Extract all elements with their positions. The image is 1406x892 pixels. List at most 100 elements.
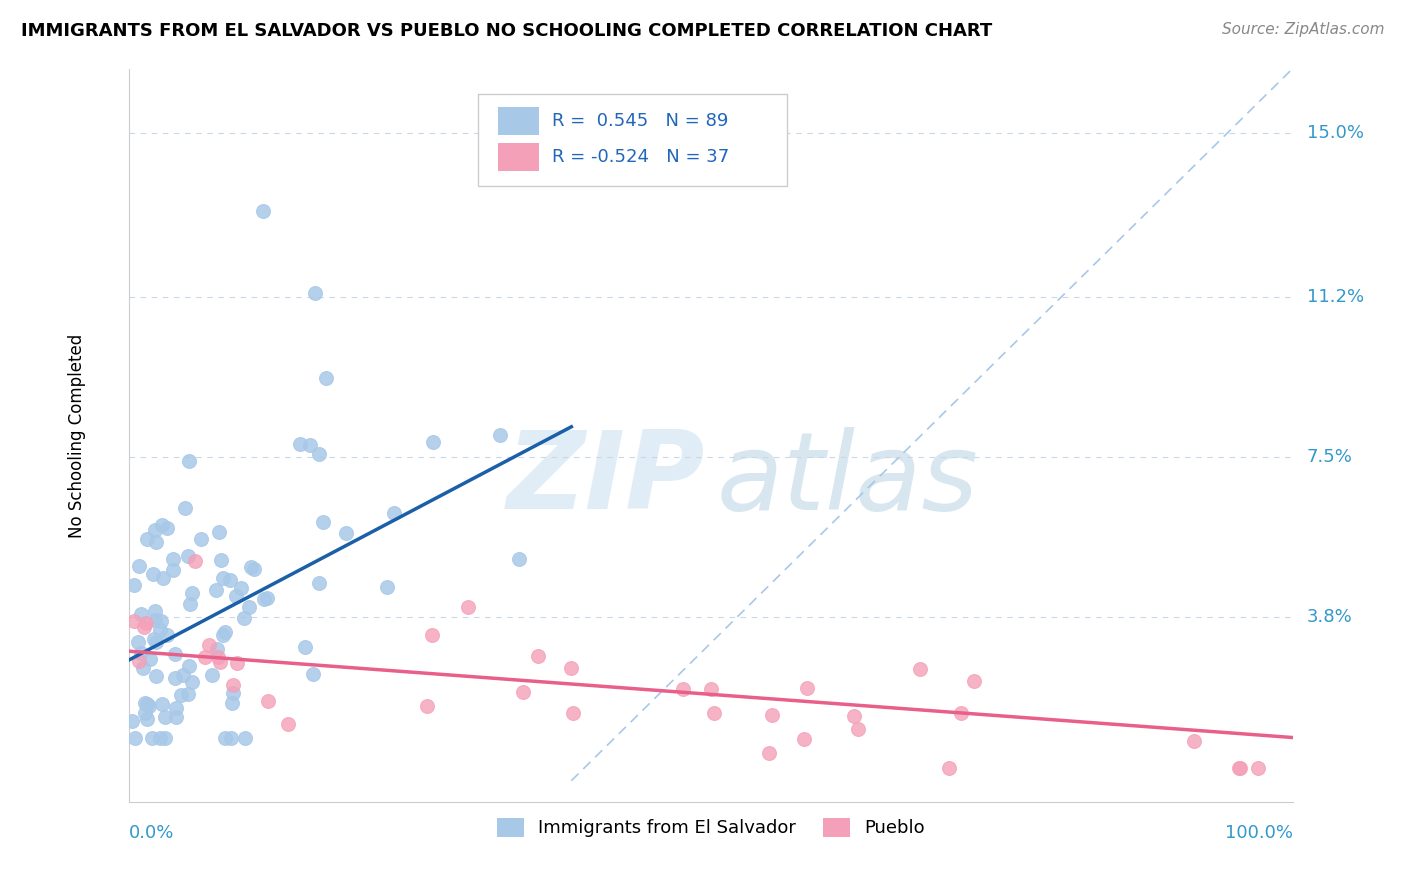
- Point: [209, 655, 232, 669]
- Point: [135, 697, 157, 711]
- Point: [222, 685, 245, 699]
- Legend: Immigrants from El Salvador, Pueblo: Immigrants from El Salvador, Pueblo: [489, 811, 932, 845]
- Point: [153, 731, 176, 745]
- Point: [162, 562, 184, 576]
- Point: [219, 574, 242, 588]
- Point: [134, 696, 156, 710]
- Point: [277, 717, 299, 731]
- Point: [239, 559, 262, 574]
- Point: [162, 552, 184, 566]
- Point: [526, 649, 548, 664]
- Point: [209, 553, 232, 567]
- Point: [257, 694, 280, 708]
- Point: [1229, 761, 1251, 775]
- Text: 100.0%: 100.0%: [1225, 824, 1292, 842]
- Point: [142, 567, 165, 582]
- Text: R = -0.524   N = 37: R = -0.524 N = 37: [551, 148, 728, 166]
- Point: [131, 646, 153, 660]
- Point: [180, 586, 202, 600]
- Point: [177, 687, 200, 701]
- Point: [143, 613, 166, 627]
- Text: R =  0.545   N = 89: R = 0.545 N = 89: [551, 112, 728, 129]
- Point: [562, 706, 585, 720]
- Point: [703, 706, 725, 721]
- Text: atlas: atlas: [717, 427, 979, 532]
- Point: [145, 535, 167, 549]
- Point: [908, 662, 931, 676]
- Point: [225, 657, 247, 671]
- Point: [231, 582, 253, 596]
- Point: [212, 571, 235, 585]
- Point: [938, 761, 960, 775]
- Point: [128, 559, 150, 574]
- Point: [170, 688, 193, 702]
- Point: [207, 642, 229, 657]
- Point: [382, 506, 405, 520]
- Point: [758, 746, 780, 760]
- Point: [172, 667, 194, 681]
- Point: [179, 659, 201, 673]
- Point: [1247, 761, 1270, 775]
- Text: No Schooling Completed: No Schooling Completed: [67, 334, 86, 538]
- Point: [302, 666, 325, 681]
- Point: [138, 698, 160, 713]
- Point: [165, 701, 187, 715]
- Point: [294, 640, 316, 655]
- Point: [173, 500, 195, 515]
- Point: [155, 521, 177, 535]
- Point: [136, 713, 159, 727]
- Point: [165, 709, 187, 723]
- Point: [508, 552, 530, 566]
- Point: [842, 708, 865, 723]
- Point: [127, 634, 149, 648]
- Text: 15.0%: 15.0%: [1306, 124, 1364, 142]
- Point: [190, 532, 212, 546]
- Point: [793, 731, 815, 746]
- Point: [252, 203, 274, 218]
- Point: [149, 731, 172, 745]
- Point: [700, 681, 723, 696]
- Point: [205, 582, 228, 597]
- Point: [1229, 761, 1251, 775]
- Point: [207, 650, 229, 665]
- Point: [308, 576, 330, 591]
- Point: [796, 681, 818, 695]
- Point: [177, 454, 200, 468]
- Point: [135, 615, 157, 630]
- Point: [163, 647, 186, 661]
- Point: [131, 661, 153, 675]
- Text: 7.5%: 7.5%: [1306, 448, 1353, 466]
- Point: [149, 623, 172, 637]
- Point: [132, 620, 155, 634]
- Point: [949, 706, 972, 720]
- Point: [145, 669, 167, 683]
- Point: [211, 628, 233, 642]
- Point: [335, 526, 357, 541]
- Point: [233, 731, 256, 745]
- Text: IMMIGRANTS FROM EL SALVADOR VS PUEBLO NO SCHOOLING COMPLETED CORRELATION CHART: IMMIGRANTS FROM EL SALVADOR VS PUEBLO NO…: [21, 22, 993, 40]
- Point: [416, 699, 439, 714]
- Point: [232, 611, 254, 625]
- Bar: [498, 107, 538, 135]
- Point: [315, 370, 337, 384]
- Point: [963, 674, 986, 689]
- Point: [256, 591, 278, 606]
- Point: [422, 628, 444, 642]
- Point: [155, 628, 177, 642]
- Text: 11.2%: 11.2%: [1306, 288, 1364, 306]
- Point: [308, 447, 330, 461]
- Point: [201, 668, 224, 682]
- Point: [488, 428, 510, 442]
- Point: [122, 578, 145, 592]
- Point: [139, 652, 162, 666]
- Point: [238, 600, 260, 615]
- Point: [214, 624, 236, 639]
- Point: [179, 597, 201, 611]
- Point: [252, 592, 274, 607]
- Point: [152, 571, 174, 585]
- Point: [136, 532, 159, 546]
- Point: [243, 562, 266, 576]
- Point: [184, 554, 207, 568]
- Point: [1182, 733, 1205, 747]
- Point: [672, 682, 695, 697]
